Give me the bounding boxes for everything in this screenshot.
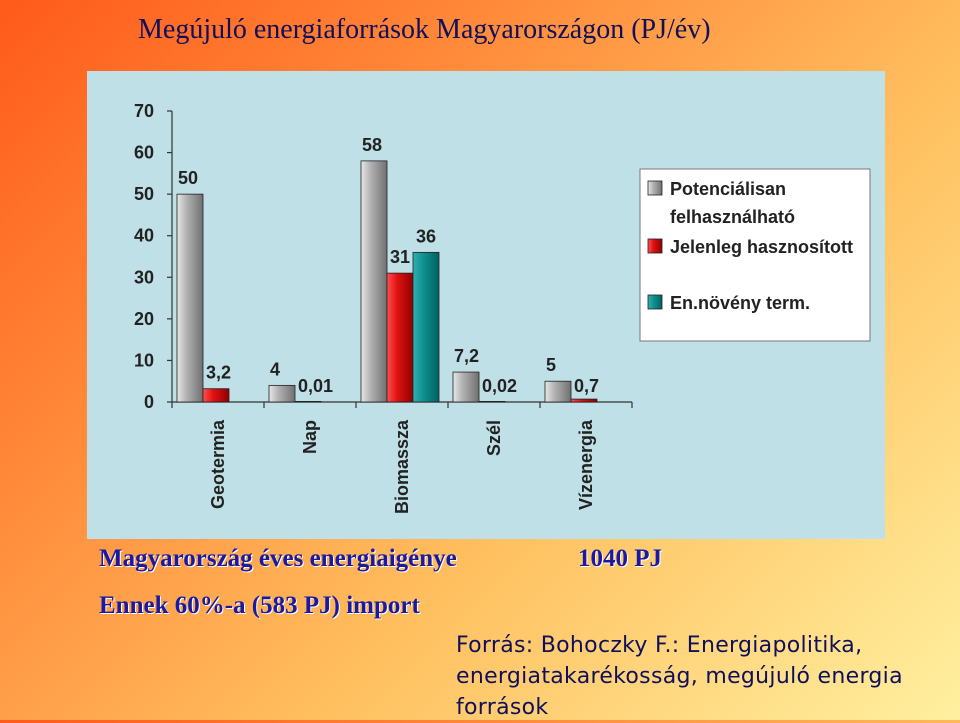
- y-tick-label: 70: [134, 101, 154, 121]
- bar-biomassza-series-1: [360, 160, 388, 403]
- data-label: 3,2: [206, 363, 231, 383]
- source-note: Forrás: Bohoczky F.: Energiapolitika, en…: [456, 633, 903, 720]
- energy-demand-value: 1040 PJ: [578, 545, 663, 572]
- y-tick-label: 10: [134, 350, 154, 370]
- bar-vízenergia-series-2: [570, 398, 598, 403]
- chart-panel: 0 10 20 30 40 50 60 70 50 3,2 4 0,01 58 31 36 7,2 0,02 5…: [87, 71, 885, 539]
- y-tick-label: 50: [134, 184, 154, 204]
- data-label: 5: [546, 355, 556, 375]
- category-label: Vízenergia: [576, 419, 596, 510]
- category-label: Biomassza: [392, 419, 412, 514]
- legend-swatch: [647, 238, 663, 254]
- import-share-text: Ennek 60%-a (583 PJ) import: [99, 592, 420, 619]
- bar-geotermia-series-1: [176, 193, 204, 403]
- y-tick-label: 20: [134, 309, 154, 329]
- legend-label: felhasználható: [670, 207, 795, 227]
- y-tick-label: 60: [134, 143, 154, 163]
- y-tick-label: 0: [144, 392, 154, 412]
- data-label: 7,2: [454, 346, 479, 366]
- bar-biomassza-series-2: [386, 272, 414, 403]
- category-label: Szél: [484, 420, 504, 456]
- y-tick-label: 30: [134, 267, 154, 287]
- legend-label: Potenciálisan: [670, 179, 786, 199]
- legend-label: En.növény term.: [670, 293, 810, 313]
- bar-szél-series-2: [478, 400, 506, 403]
- bar-biomassza-series-3: [412, 251, 440, 403]
- bar-nap-series-2: [294, 400, 322, 403]
- data-label: 4: [270, 359, 280, 379]
- legend-swatch: [647, 180, 663, 196]
- bar-nap-series-1: [268, 384, 296, 403]
- data-label: 0,02: [482, 376, 517, 396]
- bar-vízenergia-series-1: [544, 380, 572, 403]
- legend-swatch: [647, 294, 663, 310]
- legend-box: [639, 168, 871, 342]
- data-label: 0,7: [574, 376, 599, 396]
- bar-chart: 0 10 20 30 40 50 60 70 50 3,2 4 0,01 58 31 36 7,20,02 5…: [134, 101, 871, 514]
- data-label: 50: [178, 168, 198, 188]
- bar-szél-series-1: [452, 371, 480, 403]
- data-label: 0,01: [298, 376, 333, 396]
- data-label: 36: [416, 226, 436, 246]
- energy-demand-label: Magyarország éves energiaigénye: [99, 545, 457, 572]
- category-label: Nap: [300, 420, 320, 454]
- bar-geotermia-series-2: [202, 388, 230, 403]
- legend-label: Jelenleg hasznosított: [670, 237, 853, 257]
- y-tick-label: 40: [134, 226, 154, 246]
- data-label: 58: [362, 135, 382, 155]
- data-label: 31: [390, 247, 410, 267]
- legend: Potenciálisan felhasználható Jelenleg hasz…: [639, 168, 871, 342]
- category-label: Geotermia: [208, 419, 228, 509]
- page-title: Megújuló energiaforrások Magyarországon …: [138, 14, 711, 45]
